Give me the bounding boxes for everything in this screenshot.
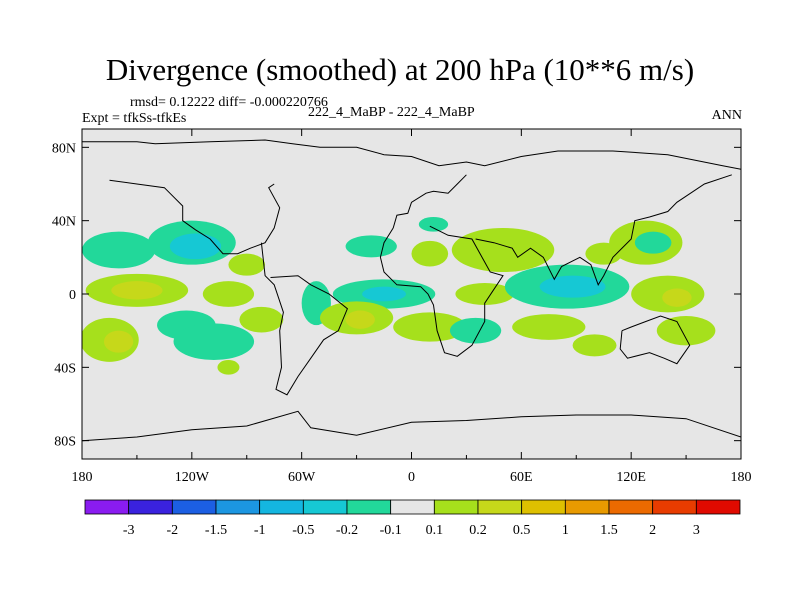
coastline-3 [379,225,504,357]
coastline-group [82,139,741,442]
colorbar-swatch-10 [521,499,566,515]
contour-region-2 [169,233,222,260]
colorbar-swatch-11 [564,499,610,515]
colorbar-swatch-1 [128,499,173,515]
x-tick-label-1: 120W [175,470,210,485]
contour-region-24 [539,275,606,298]
contour-region-20 [411,240,449,267]
colorbar-label-6: -0.1 [380,523,402,538]
x-tick-label-0: 180 [72,470,93,485]
colorbar-swatch-0 [84,499,130,515]
case-label: 222_4_MaBP - 222_4_MaBP [308,105,475,120]
x-tick-label-4: 60E [510,470,533,485]
contour-region-21 [455,283,515,305]
period-label: ANN [711,108,742,123]
colorbar-swatch-7 [390,499,435,515]
x-tick-label-5: 120E [616,470,646,485]
contour-region-32 [585,242,623,265]
contour-region-4 [111,281,163,300]
y-tick-label-4: 80S [54,435,76,450]
x-tick-label-2: 60W [288,470,316,485]
colorbar-swatch-12 [608,499,654,515]
colorbar-label-4: -0.5 [292,523,314,538]
contour-region-14 [362,286,407,302]
colorbar-swatch-14 [695,499,741,515]
contour-region-34 [418,217,449,232]
contour-region-9 [173,323,255,360]
contour-region-7 [103,330,134,353]
y-tick-label-0: 80N [52,141,76,156]
colorbar-label-9: 0.5 [513,523,531,538]
coastline-0 [82,139,741,170]
y-tick-label-2: 0 [69,288,76,303]
colorbar-label-5: -0.2 [336,523,358,538]
coastline-2 [260,242,349,396]
x-tick-label-6: 180 [731,470,752,485]
coastline-5 [475,174,732,286]
contour-region-10 [239,306,284,333]
colorbar-swatch-9 [477,499,523,515]
colorbar-swatch-2 [171,499,217,515]
x-tick-label-3: 0 [408,470,415,485]
contour-region-30 [656,316,716,346]
contour-region-11 [228,253,266,276]
colorbar-label-3: -1 [254,523,266,538]
colorbar-swatch-6 [346,499,392,515]
colorbar-swatch-3 [215,499,261,515]
contour-region-31 [572,334,617,357]
colorbar-label-7: 0.1 [426,523,444,538]
contour-region-33 [217,360,240,375]
y-tick-label-1: 40N [52,215,76,230]
experiment-label: Expt = tfkSs-tfkEs [82,111,187,126]
contour-region-25 [512,314,586,340]
colorbar-swatch-13 [652,499,697,515]
y-tick-label-3: 40S [54,361,76,376]
coastline-7 [82,410,741,442]
colorbar-swatch-4 [259,499,304,515]
stats-text: rmsd= 0.12222 diff= -0.000220766 [130,95,328,110]
colorbar-label-13: 3 [693,523,700,538]
contour-region-22 [449,317,502,344]
contour-region-29 [662,288,692,307]
coastline-4 [392,174,467,229]
colorbar-label-1: -2 [166,523,178,538]
colorbar-label-8: 0.2 [469,523,487,538]
colorbar-swatch-8 [433,499,479,515]
contour-region-16 [345,310,375,329]
coastline-1 [109,179,281,255]
contour-region-5 [202,281,255,307]
contour-region-17 [345,235,397,258]
colorbar-label-11: 1.5 [600,523,618,538]
contour-region-27 [634,231,672,254]
contour-region-18 [393,312,467,342]
colorbar-label-0: -3 [123,523,135,538]
chart-title: Divergence (smoothed) at 200 hPa (10**6 … [105,52,695,87]
colorbar-swatch-5 [302,499,348,515]
colorbar-label-2: -1.5 [205,523,227,538]
contour-region-0 [82,231,156,269]
contour-region-19 [451,228,555,272]
colorbar-label-12: 2 [649,523,656,538]
coastline-6 [619,315,691,365]
colorbar-label-10: 1 [562,523,569,538]
